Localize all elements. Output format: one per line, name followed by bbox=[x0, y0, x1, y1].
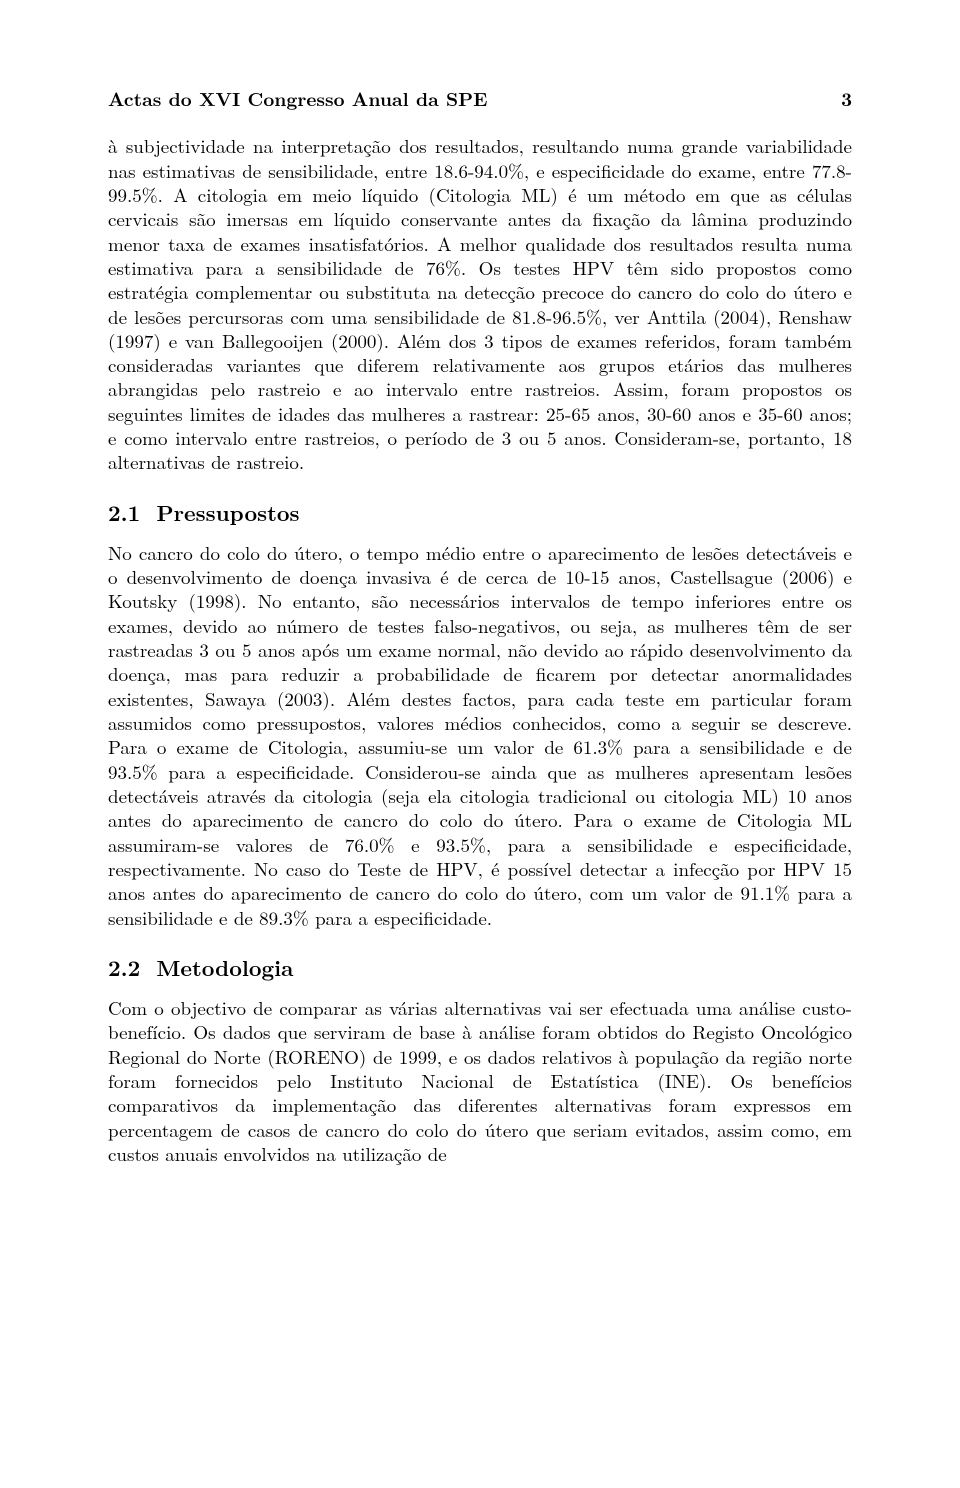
intro-paragraph: à subjectividade na interpretação dos re… bbox=[108, 134, 852, 474]
section-heading-2-1: 2.1 Pressupostos bbox=[108, 499, 852, 527]
page-number: 3 bbox=[841, 86, 852, 110]
section-heading-2-2: 2.2 Metodologia bbox=[108, 954, 852, 982]
running-title: Actas do XVI Congresso Anual da SPE bbox=[108, 86, 487, 110]
section-title: Metodologia bbox=[156, 952, 293, 983]
section-number: 2.2 bbox=[108, 952, 140, 983]
section-title: Pressupostos bbox=[156, 497, 299, 528]
section-number: 2.1 bbox=[108, 497, 140, 528]
section-2-1-paragraph: No cancro do colo do útero, o tempo médi… bbox=[108, 541, 852, 930]
running-header: Actas do XVI Congresso Anual da SPE 3 bbox=[108, 86, 852, 110]
section-2-2-paragraph: Com o objectivo de comparar as várias al… bbox=[108, 996, 852, 1166]
